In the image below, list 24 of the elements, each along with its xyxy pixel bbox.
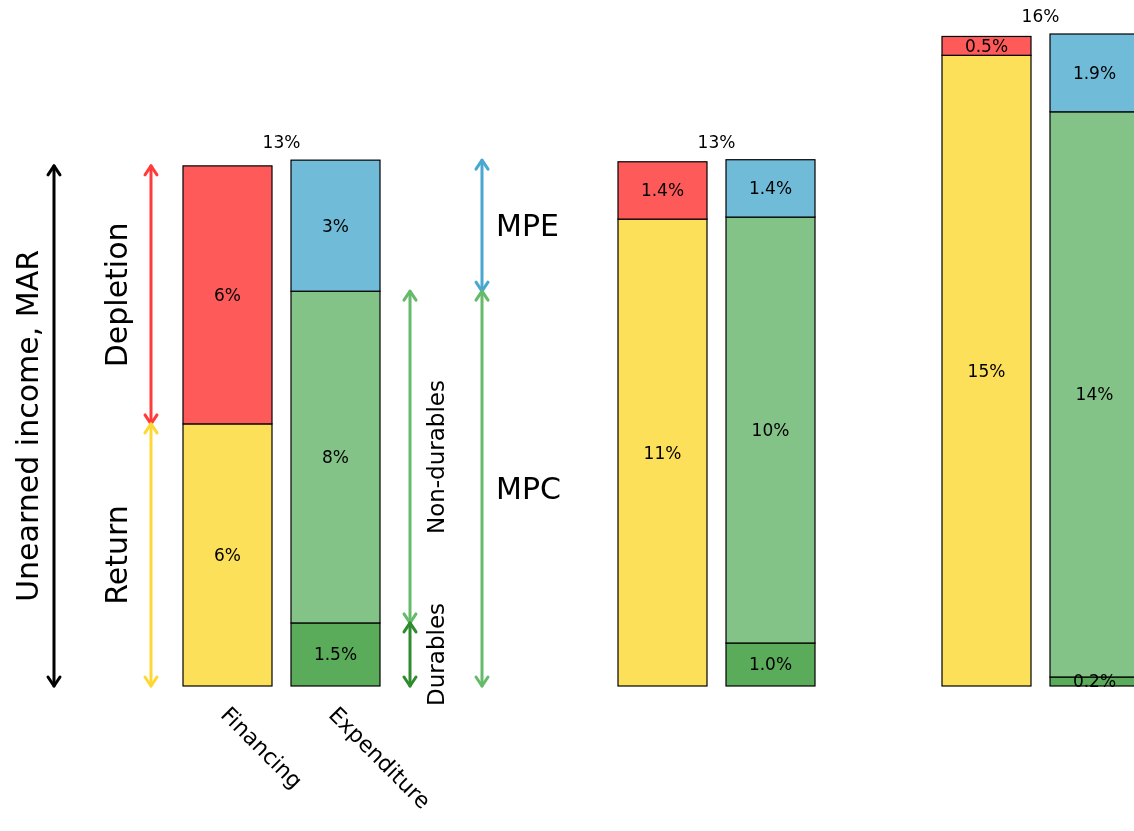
text: Non-durables [423,380,449,535]
data-label: 8% [322,447,349,468]
data-label: 11% [643,442,682,463]
data-label: 3% [322,215,349,236]
data-label: 1.4% [640,180,685,201]
text: MPE [496,207,559,243]
data-label: 1.0% [748,654,793,675]
data-label: 15% [967,360,1006,381]
text: 13% [697,131,736,152]
text: Depletion [99,222,134,368]
text: Durables [423,602,449,706]
data-label: 10% [751,420,790,441]
data-label: 0.5% [964,35,1009,56]
text: Return [99,505,134,605]
data-label: 1.5% [313,644,358,665]
text: Unearned income, MAR [10,250,45,602]
text: MPC [496,470,561,506]
text: 13% [262,132,301,153]
data-label: 14% [1075,384,1114,405]
data-label: 1.9% [1072,62,1117,83]
data-label: 6% [214,544,241,565]
data-label: 6% [214,284,241,305]
data-label: 1.4% [748,178,793,199]
text: 16% [1021,6,1060,26]
